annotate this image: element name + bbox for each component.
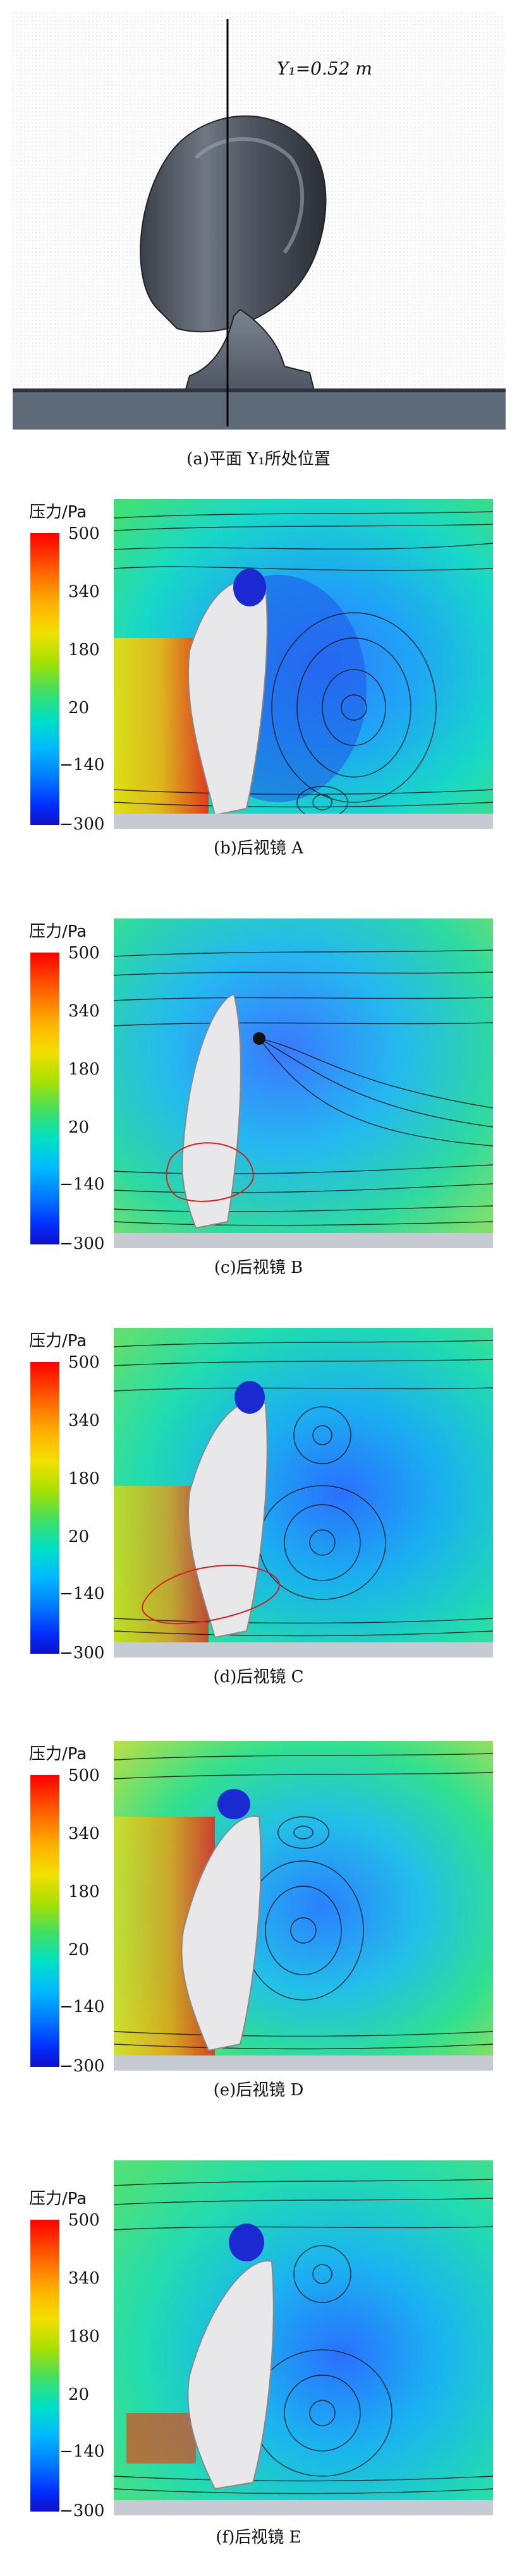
- tick-20: 20: [68, 1118, 90, 1137]
- tick-minus300: −300: [59, 815, 105, 834]
- panel-d: 压力/Pa 500 340 180 20 −140 −300: [0, 1328, 517, 1687]
- panel-f: 压力/Pa 500 340 180 20 −140 −300: [0, 2160, 517, 2547]
- tick-20: 20: [68, 1527, 90, 1546]
- caption-f: (f)后视镜 E: [216, 2528, 301, 2547]
- pressure-field-c: [114, 918, 493, 1248]
- pressure-field-b: [114, 499, 493, 829]
- tick-180: 180: [68, 1469, 100, 1488]
- pressure-colorbar: [30, 2220, 59, 2512]
- mirror-render-image: [13, 13, 506, 430]
- tick-180: 180: [68, 1060, 100, 1079]
- caption-d: (d)后视镜 C: [213, 1668, 304, 1687]
- pressure-field-d: [114, 1328, 493, 1658]
- tick-20: 20: [68, 2385, 90, 2404]
- tick-340: 340: [68, 2269, 100, 2288]
- caption-c: (c)后视镜 B: [214, 1258, 303, 1277]
- tick-minus140: −140: [59, 755, 105, 774]
- legend-title: 压力/Pa: [29, 503, 87, 522]
- panel-b: 压力/Pa 500 340 180 20 −140 −300: [0, 499, 517, 858]
- tick-minus300: −300: [59, 2057, 105, 2076]
- tick-340: 340: [68, 582, 100, 601]
- legend-title: 压力/Pa: [29, 922, 87, 941]
- tick-180: 180: [68, 2327, 100, 2346]
- tick-180: 180: [68, 1882, 100, 1901]
- figure-a: Y₁=0.52 m: [13, 13, 506, 430]
- tick-340: 340: [68, 1411, 100, 1430]
- pressure-colorbar: [30, 953, 59, 1244]
- caption-a: (a)平面 Y₁所处位置: [186, 450, 331, 469]
- legend-title: 压力/Pa: [29, 1745, 87, 1764]
- legend-title: 压力/Pa: [29, 2189, 87, 2208]
- pressure-colorbar: [30, 533, 59, 825]
- tick-minus140: −140: [59, 1584, 105, 1603]
- tick-500: 500: [68, 524, 100, 543]
- tick-340: 340: [68, 1824, 100, 1843]
- tick-340: 340: [68, 1002, 100, 1021]
- tick-20: 20: [68, 699, 90, 718]
- tick-500: 500: [68, 1353, 100, 1372]
- tick-minus140: −140: [59, 1175, 105, 1194]
- caption-b: (b)后视镜 A: [214, 839, 303, 858]
- pressure-field-f: [114, 2160, 493, 2515]
- plane-annotation: Y₁=0.52 m: [277, 58, 372, 79]
- tick-minus300: −300: [59, 2501, 105, 2520]
- tick-minus300: −300: [59, 1644, 105, 1663]
- tick-minus300: −300: [59, 1234, 105, 1253]
- panel-e: 压力/Pa 500 340 180 20 −140 −300: [0, 1741, 517, 2100]
- tick-minus140: −140: [59, 1997, 105, 2016]
- caption-e: (e)后视镜 D: [213, 2081, 304, 2100]
- legend-title: 压力/Pa: [29, 1332, 87, 1351]
- tick-180: 180: [68, 641, 100, 659]
- panel-c: 压力/Pa 500 340 180 20 −140 −300: [0, 918, 517, 1277]
- tick-20: 20: [68, 1941, 90, 1959]
- tick-500: 500: [68, 2211, 100, 2230]
- tick-500: 500: [68, 944, 100, 963]
- pressure-field-e: [114, 1741, 493, 2071]
- tick-500: 500: [68, 1766, 100, 1785]
- pressure-colorbar: [30, 1775, 59, 2067]
- tick-minus140: −140: [59, 2442, 105, 2461]
- pressure-colorbar: [30, 1362, 59, 1654]
